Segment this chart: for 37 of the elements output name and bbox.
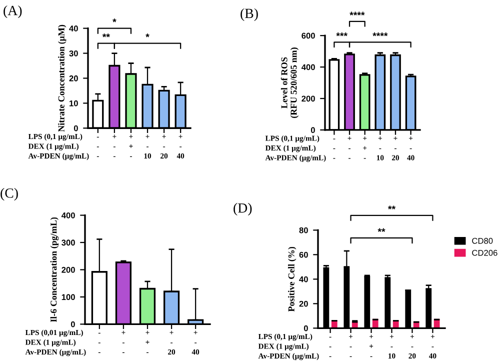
y-tick-label: 0 [310,127,315,134]
legend-label: CD206 [472,250,498,256]
y-axis-title: Positive Cell (%) [288,246,296,312]
chart-title: (B) [240,8,258,21]
y-tick-label: 600 [302,32,315,39]
annotation: ** [102,34,110,38]
chart-title: (D) [234,202,252,216]
y-tick-label: 400 [62,212,75,218]
y-tick-label: 200 [62,266,75,273]
y-tick-label: 100 [62,294,75,300]
y-axis-title: Nitrate Concentration (μM) [58,24,66,132]
y-axis-title: Level of ROS (RFU 520/605 nm) [280,48,299,118]
y-tick-label: 40 [299,276,308,282]
y-tick-label: 300 [62,240,75,246]
text: * [112,18,116,22]
annotation: * [146,34,150,38]
chart-title: (C) [0,188,18,201]
text: ** [388,206,396,210]
y-tick-label: 0 [70,321,75,328]
y-tick-label: 0 [304,325,308,332]
y-tick-label: 0 [74,125,78,132]
y-tick-label: 40 [69,26,78,32]
annotation: *** [336,32,348,36]
y-tick-label: 80 [299,227,308,234]
annotation: **** [372,32,388,36]
y-tick-label: 10 [70,100,78,106]
y-tick-label: 20 [299,300,308,307]
legend-label: CD80 [472,238,493,244]
text: **** [350,12,365,16]
y-tick-label: 200 [302,96,315,102]
y-axis-title: Il-6 Concentration (pg/mL) [50,217,59,322]
y-tick-label: 400 [302,64,315,70]
chart-title: (A) [4,5,22,18]
y-tick-label: 20 [69,75,78,82]
y-tick-label: 30 [69,50,78,56]
y-tick-label: 60 [299,252,308,258]
annotation: ** [378,228,386,232]
